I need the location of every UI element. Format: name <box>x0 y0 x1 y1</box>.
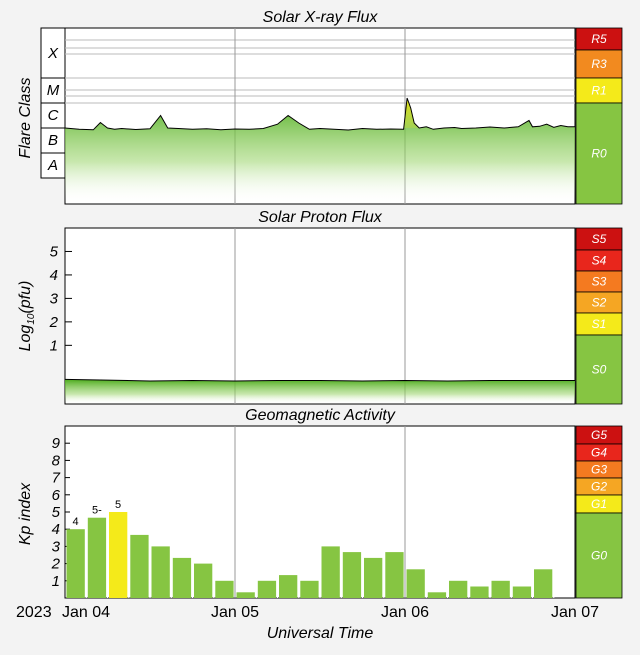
kp-bar <box>279 575 298 598</box>
proton-ytick-label: 5 <box>50 243 59 260</box>
scale-box-r0 <box>575 102 623 205</box>
kp-ytick-label: 8 <box>52 452 61 469</box>
kp-gridlines <box>234 426 406 598</box>
kp-bar <box>257 580 277 598</box>
proton-ytick-label: 4 <box>50 267 58 284</box>
scale-box-s0 <box>575 334 623 405</box>
scale-box-g0 <box>575 512 623 599</box>
xray-ylabel: Flare Class <box>17 78 34 159</box>
scale-label-s3: S3 <box>592 275 607 289</box>
kp-bar <box>534 569 553 598</box>
scale-label-g4: G4 <box>591 446 607 460</box>
scale-label-s2: S2 <box>592 296 607 310</box>
kp-bar <box>109 512 128 598</box>
proton-flux-area <box>65 379 575 404</box>
year-label: 2023 <box>16 604 52 621</box>
kp-ytick-label: 1 <box>52 573 60 590</box>
kp-bar <box>66 529 85 598</box>
scale-label-r5: R5 <box>591 32 607 46</box>
x-axis-title: Universal Time <box>267 625 374 642</box>
kp-value-label: 5 <box>115 499 121 511</box>
x-tick-jan05: Jan 05 <box>211 604 259 621</box>
flare-class-c: C <box>48 107 59 124</box>
scale-label-r1: R1 <box>591 84 606 98</box>
kp-title: Geomagnetic Activity <box>245 407 396 424</box>
xray-rscale: R5 R3 R1 R0 <box>575 27 623 205</box>
scale-label-g1: G1 <box>591 497 607 511</box>
flare-class-x: X <box>47 45 59 62</box>
xray-flux-area <box>65 98 575 204</box>
kp-ytick-label: 5 <box>52 504 61 521</box>
scale-box-r3 <box>575 49 623 79</box>
proton-yticks: 1 2 3 4 5 <box>49 243 72 354</box>
kp-bar <box>321 546 340 598</box>
kp-bar <box>87 517 107 598</box>
kp-bar <box>406 569 425 598</box>
time-axis-ticks <box>85 593 555 598</box>
kp-bar <box>427 592 447 598</box>
kp-ytick-label: 3 <box>52 538 61 555</box>
kp-bar <box>470 586 489 598</box>
proton-flux-line <box>65 378 575 382</box>
kp-value-label: 4 <box>73 516 79 528</box>
scale-box-r1 <box>575 77 623 104</box>
kp-plot-area <box>64 425 576 599</box>
scale-label-g0: G0 <box>591 549 607 563</box>
xray-title: Solar X-ray Flux <box>263 9 379 26</box>
kp-ytick-label: 4 <box>52 521 60 538</box>
flare-class-a: A <box>47 157 58 174</box>
kp-bar <box>172 557 192 598</box>
kp-bars: 4 5- 5 <box>66 499 553 598</box>
kp-ytick-label: 7 <box>52 470 61 487</box>
scale-label-s0: S0 <box>592 363 607 377</box>
scale-label-s4: S4 <box>592 254 607 268</box>
kp-ytick-label: 9 <box>52 435 61 452</box>
xray-flux-line <box>65 97 575 131</box>
kp-bar <box>300 580 319 598</box>
flare-class-m: M <box>47 82 60 99</box>
kp-bar <box>151 546 170 598</box>
kp-bar <box>364 557 383 598</box>
kp-bar <box>385 552 404 598</box>
kp-ytick-label: 6 <box>52 487 61 504</box>
kp-ylabel: Kp index <box>17 482 34 545</box>
scale-label-r0: R0 <box>591 147 607 161</box>
kp-bar <box>449 580 468 598</box>
proton-plot-area <box>64 227 576 405</box>
kp-bar <box>215 580 234 598</box>
proton-ytick-label: 2 <box>49 314 59 331</box>
x-tick-jan07: Jan 07 <box>551 604 599 621</box>
kp-bar <box>194 563 213 598</box>
proton-ytick-label: 3 <box>50 290 59 307</box>
kp-bar <box>491 580 510 598</box>
proton-ylabel: Log10(pfu) <box>17 281 37 352</box>
scale-label-g2: G2 <box>591 480 607 494</box>
scale-label-r3: R3 <box>591 57 607 71</box>
kp-bar <box>342 552 362 598</box>
kp-bar <box>512 586 532 598</box>
kp-bar <box>236 592 255 598</box>
x-tick-jan04: Jan 04 <box>62 604 110 621</box>
proton-title: Solar Proton Flux <box>258 209 383 226</box>
scale-label-s1: S1 <box>592 317 607 331</box>
scale-label-g5: G5 <box>591 428 607 442</box>
kp-value-label: 5- <box>92 505 102 517</box>
proton-ytick-label: 1 <box>50 337 58 354</box>
proton-sscale: S5 S4 S3 S2 S1 S0 <box>575 227 623 405</box>
kp-bar <box>130 534 149 598</box>
xray-flare-fill <box>403 98 420 130</box>
flare-class-b: B <box>48 132 58 149</box>
x-tick-jan06: Jan 06 <box>381 604 429 621</box>
scale-label-g3: G3 <box>591 463 607 477</box>
proton-series <box>65 378 575 404</box>
xray-gridlines <box>65 28 575 204</box>
xray-series <box>65 97 575 204</box>
scale-label-s5: S5 <box>592 232 607 246</box>
kp-ytick-label: 2 <box>51 556 61 573</box>
proton-gridlines <box>234 228 406 404</box>
kp-gscale: G5 G4 G3 G2 G1 G0 <box>575 425 623 599</box>
